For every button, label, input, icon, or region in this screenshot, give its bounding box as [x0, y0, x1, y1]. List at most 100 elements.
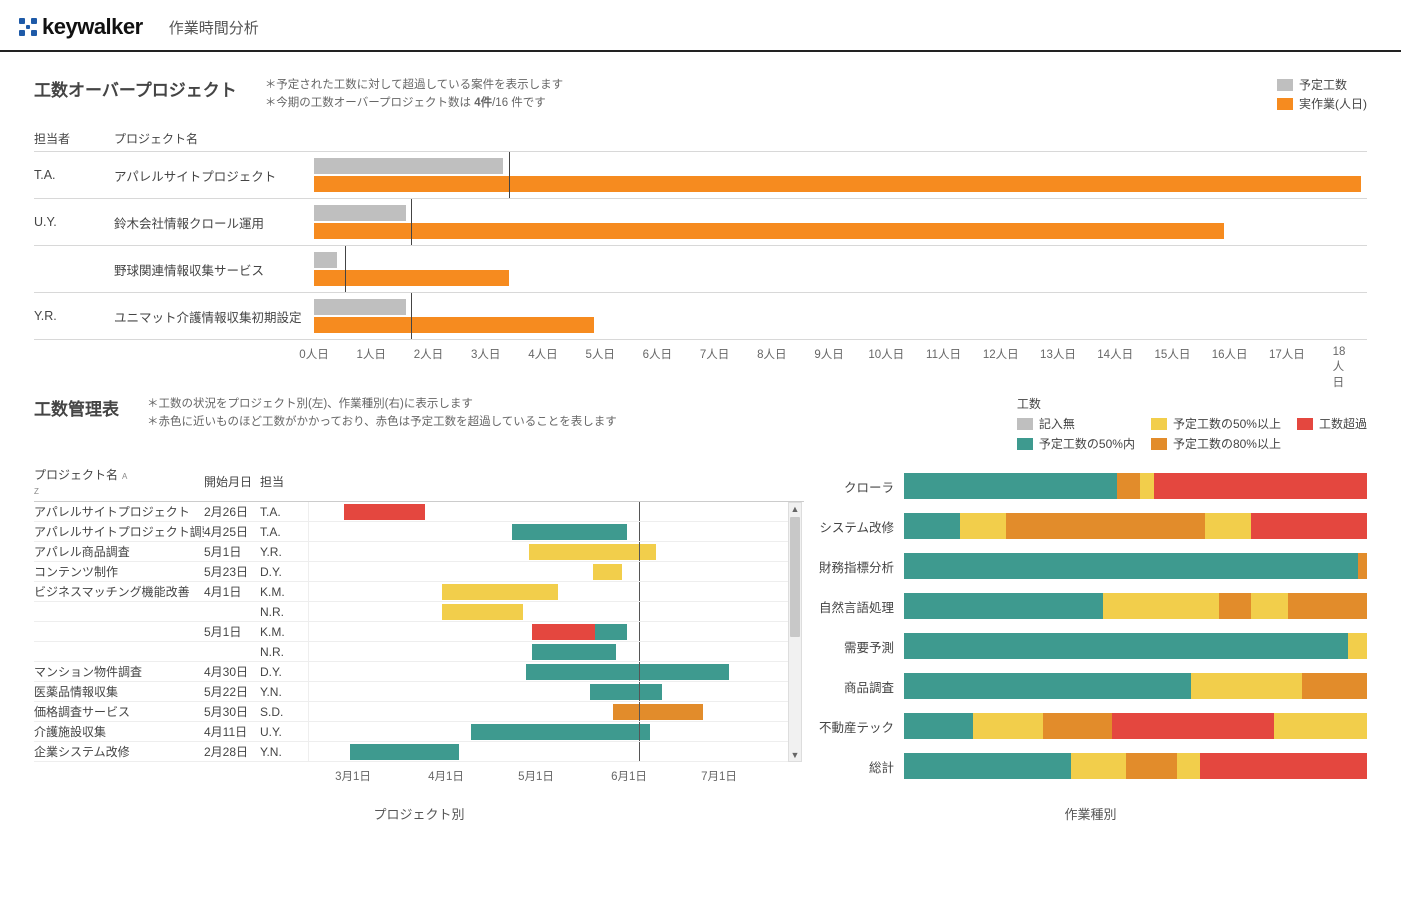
overrun-bars — [314, 198, 1367, 245]
overrun-project: アパレルサイトプロジェクト — [114, 151, 314, 198]
overrun-owner: Y.R. — [34, 292, 114, 339]
gantt-row[interactable]: 医薬品情報収集5月22日Y.N. — [34, 682, 788, 702]
gantt-today-line — [639, 602, 640, 621]
stacked-label: システム改修 — [814, 517, 904, 536]
gantt-start: 4月30日 — [204, 663, 260, 680]
overrun-axis: 0人日1人日2人日3人日4人日5人日6人日7人日8人日9人日10人日11人日12… — [314, 339, 1367, 367]
gantt-col-owner[interactable]: 担当 — [260, 473, 308, 490]
stacked-seg — [904, 633, 1348, 659]
gantt-col-start[interactable]: 開始月日 — [204, 473, 260, 490]
mgmt-note-1: ＊工数の状況をプロジェクト別(左)、作業種別(右)に表示します — [147, 395, 617, 413]
gantt-row[interactable]: アパレルサイトプロジェクト2月26日T.A. — [34, 502, 788, 522]
gantt-bar-cell — [308, 742, 772, 761]
overrun-col-project: プロジェクト名 — [114, 124, 314, 151]
stacked-seg — [904, 673, 1191, 699]
axis-tick: 5人日 — [585, 346, 614, 362]
gantt-project: ビジネスマッチング機能改善 — [34, 583, 204, 600]
gantt-row[interactable]: 価格調査サービス5月30日S.D. — [34, 702, 788, 722]
gantt-row[interactable]: 企業システム改修2月28日Y.N. — [34, 742, 788, 762]
bar-planned — [314, 299, 406, 315]
bar-marker — [411, 199, 412, 245]
gantt-panel: プロジェクト名AZ 開始月日 担当 アパレルサイトプロジェクト2月26日T.A.… — [34, 466, 804, 823]
gantt-start: 2月28日 — [204, 743, 260, 760]
overrun-bars — [314, 292, 1367, 339]
stacked-bar — [904, 593, 1367, 619]
axis-tick: 4人日 — [528, 346, 557, 362]
gantt-scrollbar[interactable]: ▲ ▼ — [788, 502, 802, 762]
stacked-seg — [1103, 593, 1219, 619]
gantt-bar — [532, 624, 596, 640]
stacked-seg — [904, 473, 1117, 499]
overrun-project: 野球関連情報収集サービス — [114, 245, 314, 292]
bar-planned — [314, 205, 406, 221]
gantt-row[interactable]: ビジネスマッチング機能改善4月1日K.M. — [34, 582, 788, 602]
gantt-bar-cell — [308, 522, 772, 541]
gantt-start: 5月1日 — [204, 623, 260, 640]
stacked-row: 商品調査 — [814, 666, 1367, 706]
gantt-project: 医薬品情報収集 — [34, 683, 204, 700]
overrun-owner: U.Y. — [34, 198, 114, 245]
stacked-label: 自然言語処理 — [814, 597, 904, 616]
stacked-bar — [904, 753, 1367, 779]
gantt-start: 5月30日 — [204, 703, 260, 720]
gantt-project: アパレル商品調査 — [34, 543, 204, 560]
scroll-up-icon[interactable]: ▲ — [791, 503, 800, 515]
stacked-caption: 作業種別 — [814, 804, 1367, 823]
overrun-bars — [314, 245, 1367, 292]
gantt-start: 2月26日 — [204, 503, 260, 520]
stacked-seg — [1006, 513, 1205, 539]
gantt-owner: Y.N. — [260, 685, 308, 699]
axis-tick: 10人日 — [868, 346, 904, 362]
gantt-project: コンテンツ制作 — [34, 563, 204, 580]
gantt-owner: K.M. — [260, 625, 308, 639]
bar-marker — [345, 246, 346, 292]
legend-item: 予定工数 — [1277, 76, 1367, 93]
gantt-row[interactable]: N.R. — [34, 642, 788, 662]
axis-tick: 11人日 — [926, 346, 961, 362]
bar-actual — [314, 176, 1361, 192]
stacked-seg — [1251, 513, 1367, 539]
gantt-today-line — [639, 582, 640, 601]
brand-name: keywalker — [42, 14, 143, 40]
stacked-bar — [904, 553, 1367, 579]
scroll-down-icon[interactable]: ▼ — [791, 749, 800, 761]
gantt-bar-cell — [308, 562, 772, 581]
gantt-row[interactable]: 介護施設収集4月11日U.Y. — [34, 722, 788, 742]
gantt-col-project[interactable]: プロジェクト名AZ — [34, 466, 204, 497]
gantt-today-line — [639, 502, 640, 521]
gantt-today-line — [639, 742, 640, 761]
gantt-owner: T.A. — [260, 505, 308, 519]
axis-tick: 14人日 — [1097, 346, 1133, 362]
gantt-bar-cell — [308, 622, 772, 641]
stacked-label: 不動産テック — [814, 717, 904, 736]
gantt-axis: 3月1日4月1日5月1日6月1日7月1日 — [34, 764, 804, 786]
stacked-label: 商品調査 — [814, 677, 904, 696]
gantt-start: 5月22日 — [204, 683, 260, 700]
scroll-thumb[interactable] — [790, 517, 800, 637]
gantt-row[interactable]: アパレル商品調査5月1日Y.R. — [34, 542, 788, 562]
gantt-row[interactable]: 5月1日K.M. — [34, 622, 788, 642]
stacked-seg — [1126, 753, 1177, 779]
axis-tick: 12人日 — [983, 346, 1019, 362]
stacked-seg — [1302, 673, 1367, 699]
gantt-row[interactable]: アパレルサイトプロジェクト調整4月25日T.A. — [34, 522, 788, 542]
stacked-row: 不動産テック — [814, 706, 1367, 746]
axis-tick: 17人日 — [1269, 346, 1305, 362]
gantt-bar — [350, 744, 460, 760]
gantt-row[interactable]: コンテンツ制作5月23日D.Y. — [34, 562, 788, 582]
gantt-bar — [613, 704, 703, 720]
gantt-today-line — [639, 522, 640, 541]
gantt-today-line — [639, 662, 640, 681]
gantt-today-line — [639, 722, 640, 741]
gantt-today-line — [639, 622, 640, 641]
gantt-project: アパレルサイトプロジェクト調整 — [34, 523, 204, 540]
gantt-row[interactable]: マンション物件調査4月30日D.Y. — [34, 662, 788, 682]
axis-tick: 6月1日 — [611, 768, 647, 784]
stacked-seg — [1348, 633, 1367, 659]
stacked-seg — [1219, 593, 1251, 619]
stacked-seg — [1154, 473, 1367, 499]
gantt-project: 企業システム改修 — [34, 743, 204, 760]
gantt-row[interactable]: N.R. — [34, 602, 788, 622]
stacked-seg — [960, 513, 1006, 539]
gantt-bar-cell — [308, 682, 772, 701]
